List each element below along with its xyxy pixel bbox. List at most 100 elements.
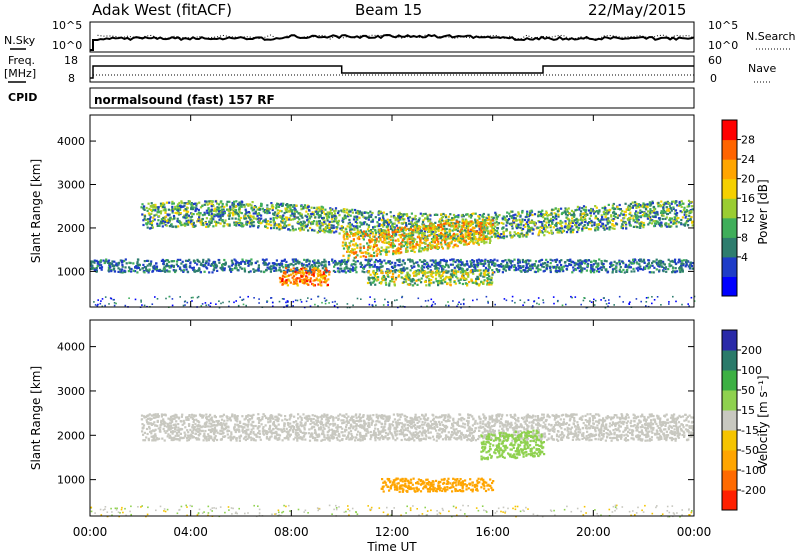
radar-cell xyxy=(123,269,126,272)
radar-cell xyxy=(221,268,224,271)
radar-cell xyxy=(360,211,363,214)
radar-cell xyxy=(308,217,311,220)
radar-cell xyxy=(501,271,504,274)
radar-cell xyxy=(329,209,333,212)
radar-cell xyxy=(595,206,598,209)
radar-cell xyxy=(417,232,420,235)
radar-cell xyxy=(448,244,451,248)
radar-cell xyxy=(375,250,378,253)
radar-cell xyxy=(136,258,140,261)
radar-cell xyxy=(421,241,424,245)
radar-cell xyxy=(434,265,437,268)
radar-cell xyxy=(460,261,463,264)
radar-cell xyxy=(215,221,218,224)
radar-cell xyxy=(206,203,209,206)
radar-cell xyxy=(294,262,297,265)
radar-cell xyxy=(668,204,672,207)
radar-cell xyxy=(281,217,284,220)
radar-cell xyxy=(573,214,576,217)
radar-cell xyxy=(387,260,390,263)
radar-cell xyxy=(572,269,575,272)
radar-cell xyxy=(346,208,349,211)
radar-cell xyxy=(680,222,683,225)
radar-cell xyxy=(653,215,656,218)
radar-cell xyxy=(174,269,178,272)
radar-cell xyxy=(537,233,540,236)
radar-cell xyxy=(636,214,639,217)
radar-cell xyxy=(583,216,586,219)
radar-cell xyxy=(393,216,396,219)
radar-cell xyxy=(410,232,413,235)
radar-cell xyxy=(595,216,598,220)
radar-cell xyxy=(272,226,275,230)
radar-cell xyxy=(244,217,248,220)
radar-cell xyxy=(667,209,670,212)
radar-cell xyxy=(455,259,458,262)
radar-cell xyxy=(385,252,388,255)
cpid-value: normalsound (fast) 157 RF xyxy=(94,93,275,107)
radar-cell xyxy=(211,271,214,274)
radar-cell xyxy=(643,261,646,264)
radar-cell xyxy=(571,228,575,231)
radar-cell xyxy=(294,270,297,273)
radar-cell xyxy=(153,267,156,270)
radar-cell xyxy=(188,258,191,261)
radar-cell xyxy=(638,206,641,209)
radar-cell xyxy=(356,246,359,249)
radar-cell xyxy=(228,224,231,227)
radar-cell xyxy=(229,208,232,211)
radar-cell xyxy=(389,211,392,214)
radar-cell xyxy=(637,218,640,221)
radar-cell xyxy=(482,221,485,224)
radar-cell xyxy=(386,268,389,271)
radar-cell xyxy=(634,221,637,224)
radar-cell xyxy=(487,213,490,216)
radar-cell xyxy=(400,222,403,225)
radar-cell xyxy=(525,264,528,268)
radar-cell xyxy=(379,234,383,237)
radar-cell xyxy=(425,266,428,269)
radar-cell xyxy=(167,214,170,217)
radar-cell xyxy=(476,219,479,222)
radar-cell xyxy=(606,223,609,226)
radar-cell xyxy=(596,223,599,226)
radar-cell xyxy=(379,224,382,227)
radar-cell xyxy=(398,233,401,237)
radar-cell xyxy=(243,270,247,273)
radar-cell xyxy=(658,269,661,272)
radar-cell xyxy=(146,226,149,229)
radar-cell xyxy=(177,208,180,211)
radar-cell xyxy=(327,223,331,227)
nave-tick-2: 0 xyxy=(710,72,717,85)
radar-cell xyxy=(662,212,665,215)
radar-cell xyxy=(183,269,186,272)
radar-cell xyxy=(185,265,188,269)
radar-cell xyxy=(429,269,432,272)
radar-cell xyxy=(628,263,631,266)
radar-cell xyxy=(381,219,384,222)
radar-cell xyxy=(379,266,382,269)
radar-cell xyxy=(556,263,559,267)
radar-cell xyxy=(117,261,121,264)
radar-cell xyxy=(581,212,584,215)
radar-cell xyxy=(377,260,380,263)
radar-cell xyxy=(275,205,278,208)
radar-cell xyxy=(215,266,218,269)
radar-cell xyxy=(228,212,231,215)
radar-cell xyxy=(319,224,322,227)
radar-cell xyxy=(446,244,449,247)
radar-cell xyxy=(288,210,291,213)
radar-cell xyxy=(387,268,390,271)
radar-cell xyxy=(433,233,436,236)
radar-cell xyxy=(660,224,663,227)
radar-cell xyxy=(404,241,408,244)
radar-cell xyxy=(161,258,164,261)
radar-cell xyxy=(354,242,357,245)
radar-cell xyxy=(174,208,177,211)
radar-cell xyxy=(405,233,408,236)
radar-cell xyxy=(316,224,319,227)
radar-cell xyxy=(356,254,359,257)
radar-cell xyxy=(246,214,250,217)
radar-cell xyxy=(555,224,558,227)
radar-cell xyxy=(591,221,594,224)
